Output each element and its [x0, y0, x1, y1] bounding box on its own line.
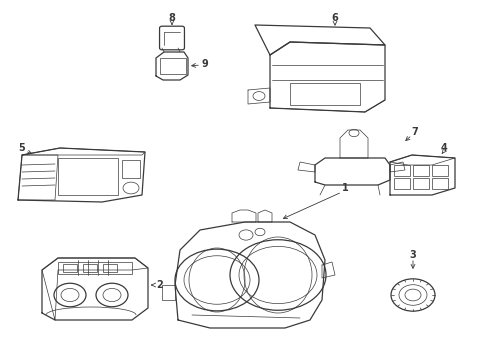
- Text: 9: 9: [201, 59, 208, 69]
- Bar: [413, 165, 429, 176]
- Text: 3: 3: [410, 250, 416, 260]
- Text: 5: 5: [19, 143, 25, 153]
- Bar: [58, 262, 132, 274]
- Bar: [160, 58, 186, 74]
- Bar: [432, 178, 448, 189]
- Bar: [83, 264, 97, 272]
- Bar: [58, 158, 118, 195]
- Text: 4: 4: [441, 143, 447, 153]
- Text: 6: 6: [332, 13, 339, 23]
- Text: 7: 7: [412, 127, 418, 137]
- Bar: [432, 165, 448, 176]
- Bar: [122, 160, 140, 178]
- Bar: [103, 264, 117, 272]
- Bar: [413, 178, 429, 189]
- Bar: [290, 83, 360, 105]
- Bar: [63, 264, 77, 272]
- Text: 1: 1: [342, 183, 348, 193]
- Text: 8: 8: [169, 13, 175, 23]
- Bar: [394, 178, 410, 189]
- Bar: [394, 165, 410, 176]
- Text: 2: 2: [157, 280, 163, 290]
